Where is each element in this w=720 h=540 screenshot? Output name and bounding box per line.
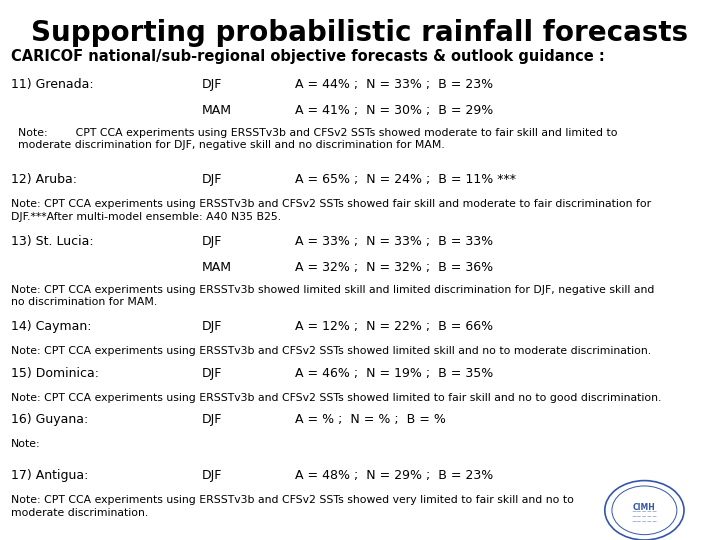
Text: DJF: DJF (202, 173, 222, 186)
Text: CIMH: CIMH (633, 503, 656, 512)
Text: 16) Guyana:: 16) Guyana: (11, 413, 88, 426)
Text: 17) Antigua:: 17) Antigua: (11, 469, 88, 482)
Text: Note: CPT CCA experiments using ERSSTv3b and CFSv2 SSTs showed limited skill and: Note: CPT CCA experiments using ERSSTv3b… (11, 346, 651, 356)
Text: Note:: Note: (11, 439, 40, 449)
Text: ~~~~~: ~~~~~ (631, 519, 657, 525)
Text: Supporting probabilistic rainfall forecasts: Supporting probabilistic rainfall foreca… (32, 19, 688, 47)
Text: A = 12% ;  N = 22% ;  B = 66%: A = 12% ; N = 22% ; B = 66% (295, 320, 493, 333)
Text: CARICOF national/sub-regional objective forecasts & outlook guidance :: CARICOF national/sub-regional objective … (11, 49, 605, 64)
Text: Note: CPT CCA experiments using ERSSTv3b and CFSv2 SSTs showed limited to fair s: Note: CPT CCA experiments using ERSSTv3b… (11, 393, 661, 403)
Text: Note: CPT CCA experiments using ERSSTv3b and CFSv2 SSTs showed fair skill and mo: Note: CPT CCA experiments using ERSSTv3b… (11, 199, 651, 221)
Text: Note:        CPT CCA experiments using ERSSTv3b and CFSv2 SSTs showed moderate t: Note: CPT CCA experiments using ERSSTv3b… (11, 128, 617, 150)
Text: DJF: DJF (202, 469, 222, 482)
Text: 11) Grenada:: 11) Grenada: (11, 78, 94, 91)
Text: Note: CPT CCA experiments using ERSSTv3b and CFSv2 SSTs showed very limited to f: Note: CPT CCA experiments using ERSSTv3b… (11, 495, 574, 517)
Text: A = 44% ;  N = 33% ;  B = 23%: A = 44% ; N = 33% ; B = 23% (295, 78, 493, 91)
Text: ~~~~~: ~~~~~ (631, 514, 657, 519)
Text: A = % ;  N = % ;  B = %: A = % ; N = % ; B = % (295, 413, 446, 426)
Text: MAM: MAM (202, 104, 232, 117)
Text: ~~~~~: ~~~~~ (631, 509, 657, 514)
Text: DJF: DJF (202, 320, 222, 333)
Text: DJF: DJF (202, 367, 222, 380)
Text: A = 48% ;  N = 29% ;  B = 23%: A = 48% ; N = 29% ; B = 23% (295, 469, 493, 482)
Text: A = 46% ;  N = 19% ;  B = 35%: A = 46% ; N = 19% ; B = 35% (295, 367, 493, 380)
Text: 15) Dominica:: 15) Dominica: (11, 367, 99, 380)
Text: A = 33% ;  N = 33% ;  B = 33%: A = 33% ; N = 33% ; B = 33% (295, 235, 493, 248)
Text: Note: CPT CCA experiments using ERSSTv3b showed limited skill and limited discri: Note: CPT CCA experiments using ERSSTv3b… (11, 285, 654, 307)
Text: MAM: MAM (202, 261, 232, 274)
Text: A = 41% ;  N = 30% ;  B = 29%: A = 41% ; N = 30% ; B = 29% (295, 104, 493, 117)
Text: DJF: DJF (202, 413, 222, 426)
Text: DJF: DJF (202, 235, 222, 248)
Text: DJF: DJF (202, 78, 222, 91)
Text: 13) St. Lucia:: 13) St. Lucia: (11, 235, 94, 248)
Text: 12) Aruba:: 12) Aruba: (11, 173, 77, 186)
Text: 14) Cayman:: 14) Cayman: (11, 320, 91, 333)
Text: A = 32% ;  N = 32% ;  B = 36%: A = 32% ; N = 32% ; B = 36% (295, 261, 493, 274)
Text: A = 65% ;  N = 24% ;  B = 11% ***: A = 65% ; N = 24% ; B = 11% *** (295, 173, 516, 186)
